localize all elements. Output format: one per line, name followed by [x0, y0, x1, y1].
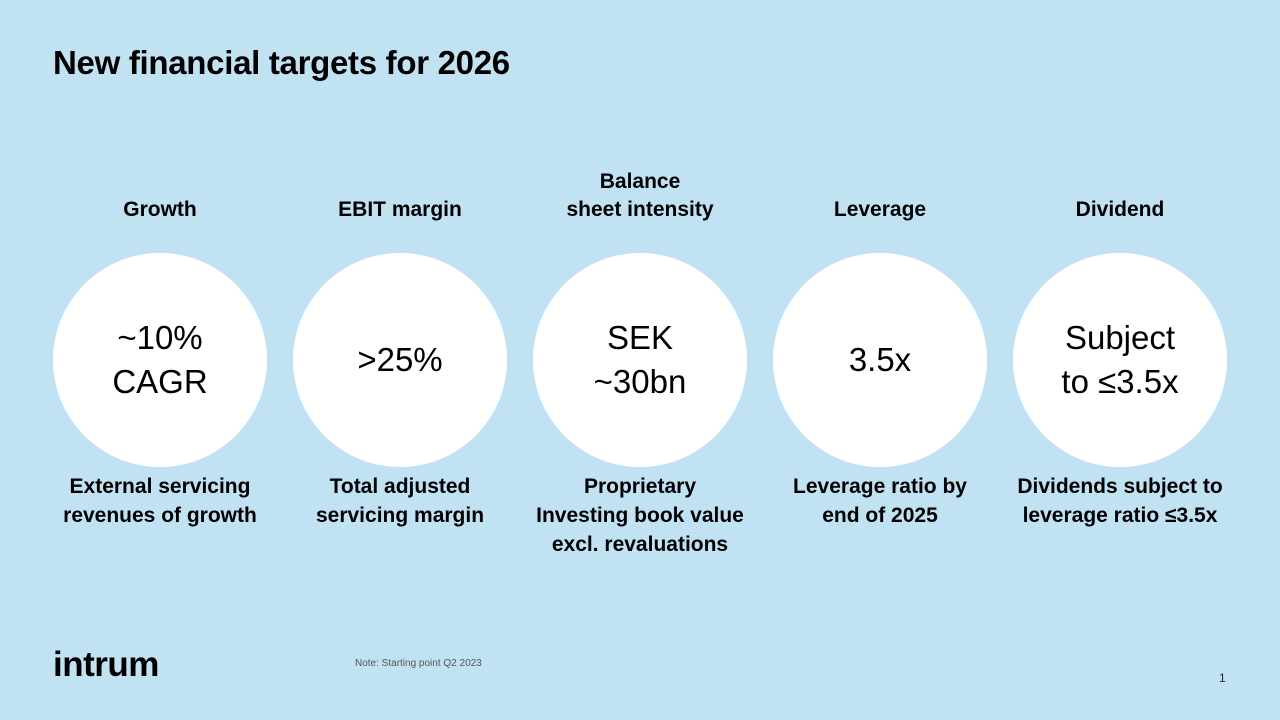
target-ebit-margin: EBIT margin >25% Total adjusted servicin… — [280, 160, 520, 580]
target-leverage: Leverage 3.5x Leverage ratio by end of 2… — [760, 160, 1000, 580]
target-value: SEK ~30bn — [593, 319, 687, 400]
target-value: ~10% CAGR — [112, 319, 208, 400]
target-value: Subject to ≤3.5x — [1061, 319, 1179, 400]
footnote: Note: Starting point Q2 2023 — [355, 658, 482, 669]
target-circle: ~10% CAGR — [53, 253, 267, 467]
target-value: >25% — [357, 341, 443, 378]
intrum-logo: intrum — [53, 645, 159, 684]
target-description: Total adjusted servicing margin — [315, 475, 485, 527]
target-description: Leverage ratio by end of 2025 — [793, 475, 967, 527]
target-heading: Dividend — [1075, 198, 1165, 221]
target-description: Proprietary Investing book value excl. r… — [536, 475, 744, 556]
target-heading: EBIT margin — [338, 198, 462, 221]
target-description: External servicing revenues of growth — [63, 475, 257, 527]
target-description: Dividends subject to leverage ratio ≤3.5… — [1017, 475, 1223, 527]
target-circle: >25% — [293, 253, 507, 467]
target-circle: Subject to ≤3.5x — [1013, 253, 1227, 467]
target-value: 3.5x — [848, 341, 912, 378]
target-circle: SEK ~30bn — [533, 253, 747, 467]
target-growth: Growth ~10% CAGR External servicing reve… — [40, 160, 280, 580]
target-heading: Leverage — [833, 198, 927, 221]
target-heading: Growth — [123, 198, 197, 221]
target-balance-sheet-intensity: Balance sheet intensity SEK ~30bn Propri… — [520, 160, 760, 580]
target-circle: 3.5x — [773, 253, 987, 467]
target-dividend: Dividend Subject to ≤3.5x Dividends subj… — [1000, 160, 1240, 580]
slide-title: New financial targets for 2026 — [53, 44, 510, 81]
target-heading: Balance sheet intensity — [566, 170, 714, 221]
page-number: 1 — [1219, 671, 1226, 685]
